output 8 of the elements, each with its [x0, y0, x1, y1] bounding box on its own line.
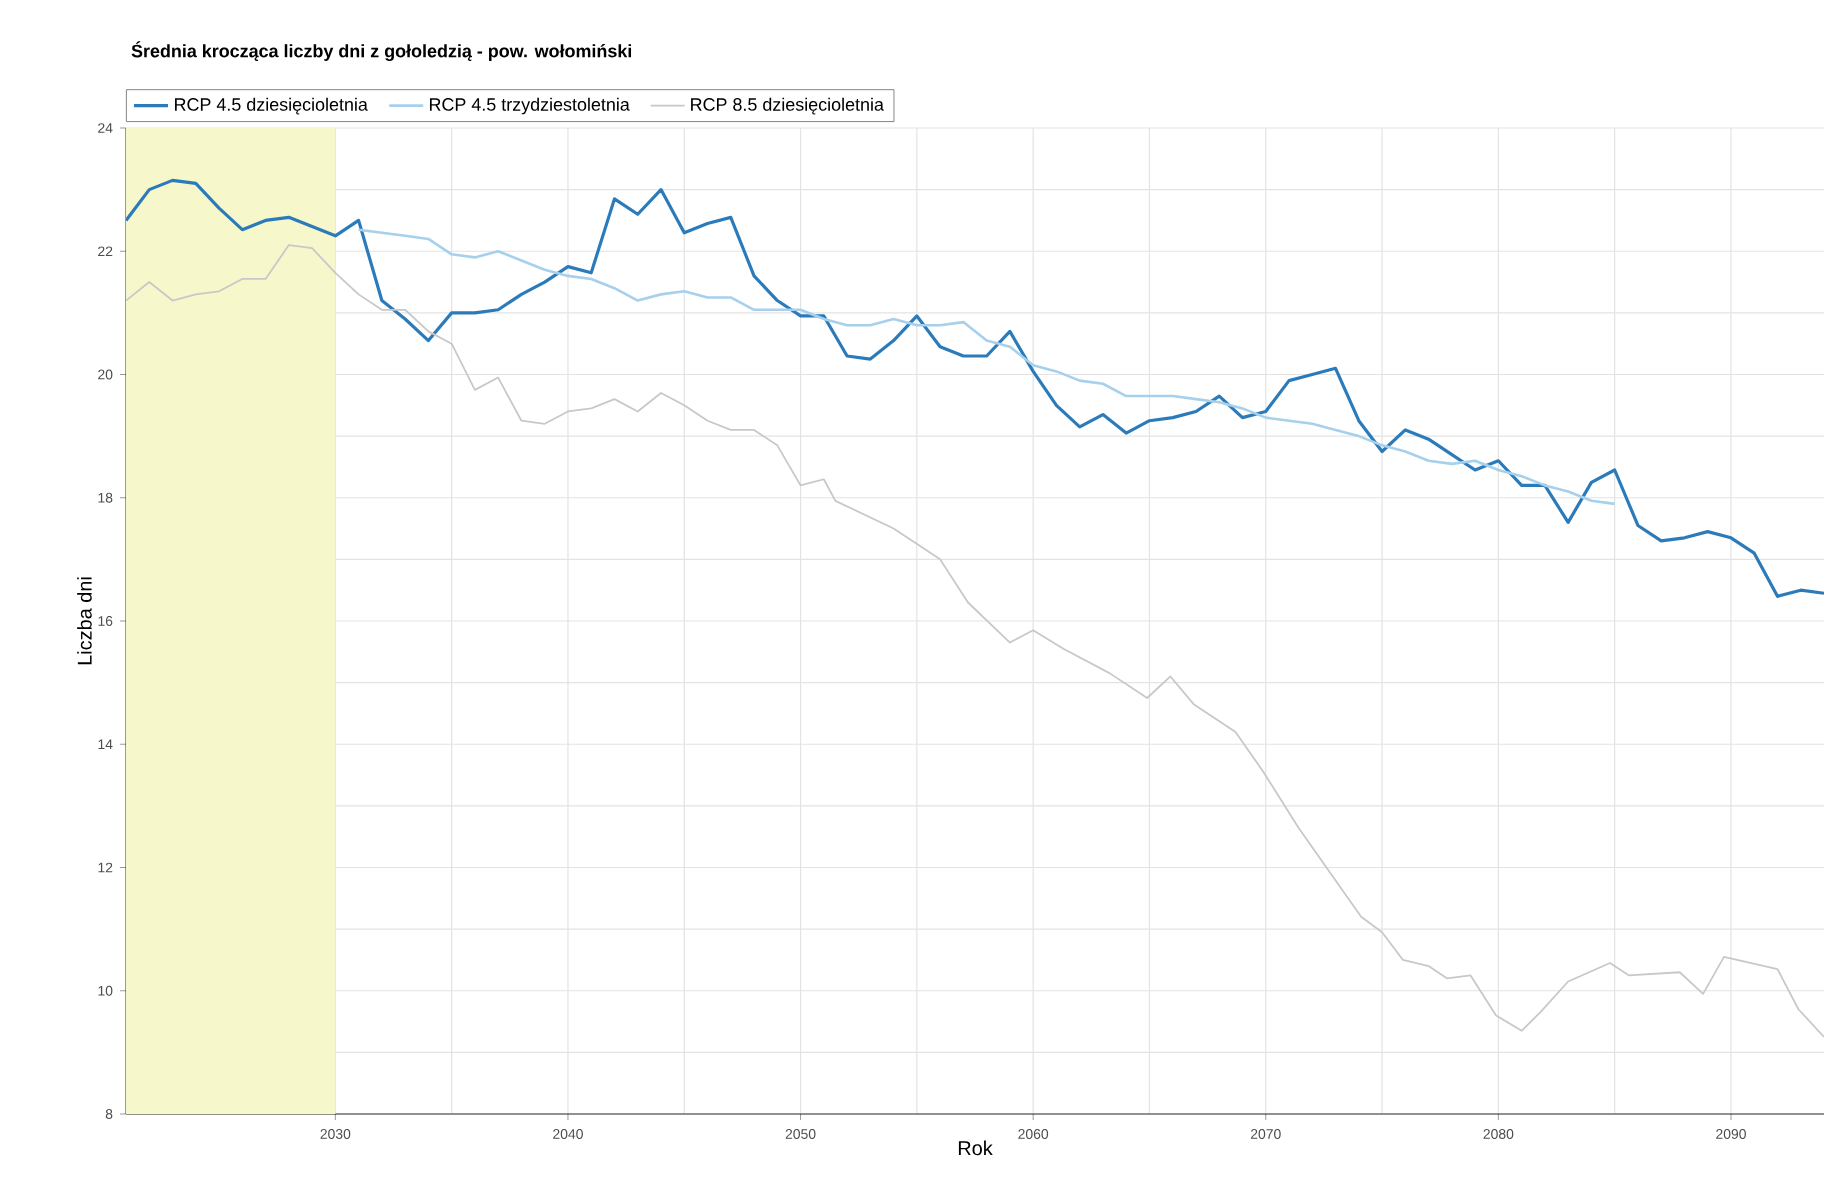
chart-title: Średnia krocząca liczby dni z gołoledzią - pow. wołomiński — [131, 41, 632, 61]
x-axis-title: Rok — [958, 1140, 993, 1156]
y-axis-title: Liczba dni — [77, 577, 92, 665]
legend-label: RCP 4.5 dziesięcioletnia — [175, 97, 368, 115]
legend-label: RCP 8.5 dziesięcioletnia — [691, 97, 884, 115]
line-series — [126, 178, 1825, 598]
legend-label: RCP 4.5 trzydziestoletnia — [429, 97, 630, 115]
line-series — [126, 244, 1825, 1038]
